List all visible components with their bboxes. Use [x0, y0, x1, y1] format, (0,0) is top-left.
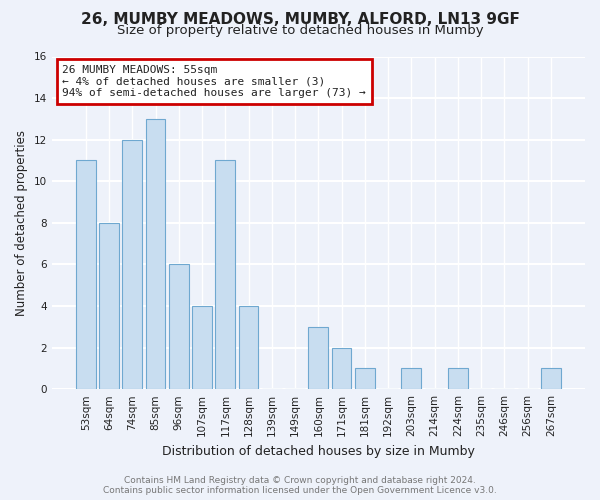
Y-axis label: Number of detached properties: Number of detached properties: [15, 130, 28, 316]
Text: Contains public sector information licensed under the Open Government Licence v3: Contains public sector information licen…: [103, 486, 497, 495]
Bar: [99, 223, 119, 389]
Bar: [355, 368, 375, 389]
Bar: [401, 368, 421, 389]
Bar: [192, 306, 212, 389]
Text: 26 MUMBY MEADOWS: 55sqm
← 4% of detached houses are smaller (3)
94% of semi-deta: 26 MUMBY MEADOWS: 55sqm ← 4% of detached…: [62, 65, 366, 98]
Bar: [541, 368, 561, 389]
Text: Size of property relative to detached houses in Mumby: Size of property relative to detached ho…: [116, 24, 484, 37]
X-axis label: Distribution of detached houses by size in Mumby: Distribution of detached houses by size …: [162, 444, 475, 458]
Bar: [308, 327, 328, 389]
Bar: [215, 160, 235, 389]
Bar: [146, 119, 166, 389]
Bar: [239, 306, 259, 389]
Bar: [332, 348, 352, 389]
Bar: [169, 264, 188, 389]
Bar: [76, 160, 95, 389]
Text: 26, MUMBY MEADOWS, MUMBY, ALFORD, LN13 9GF: 26, MUMBY MEADOWS, MUMBY, ALFORD, LN13 9…: [80, 12, 520, 28]
Bar: [122, 140, 142, 389]
Text: Contains HM Land Registry data © Crown copyright and database right 2024.: Contains HM Land Registry data © Crown c…: [124, 476, 476, 485]
Bar: [448, 368, 468, 389]
